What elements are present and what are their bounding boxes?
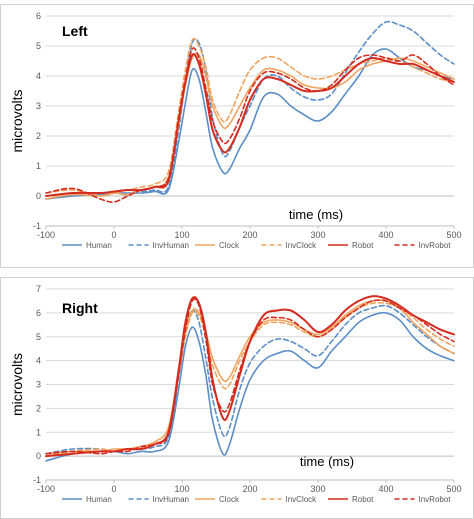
y-tick-label: 3: [36, 380, 41, 390]
y-tick-label: 7: [36, 284, 41, 294]
x-axis-label: time (ms): [289, 207, 343, 222]
y-tick-label: 2: [36, 403, 41, 413]
x-tick-label: 500: [446, 230, 461, 240]
y-tick-label: 4: [36, 71, 41, 81]
legend-label: Human: [86, 241, 112, 250]
x-tick-label: 300: [310, 230, 325, 240]
chart-panel-right: -1 0 1 2 3 4 5 6 7 -100 0 100 200 300 400 500 Right time …: [0, 277, 474, 519]
y-tick-label: -1: [33, 221, 41, 231]
x-tick-label: 200: [242, 484, 257, 494]
legend-label: InvRobot: [419, 241, 452, 250]
x-tick-label: 100: [174, 484, 189, 494]
y-tick-label: 0: [36, 451, 41, 461]
legend-label: Clock: [219, 495, 240, 504]
y-axis-label: microvolts: [9, 89, 25, 152]
y-tick-label: 6: [36, 11, 41, 21]
y-tick-label: 5: [36, 41, 41, 51]
x-tick-label: 300: [310, 484, 325, 494]
x-tick-label: 500: [446, 484, 461, 494]
legend-label: InvHuman: [153, 241, 189, 250]
series-line-invrobot: [45, 47, 455, 203]
chart-title: Left: [62, 23, 88, 39]
legend-label: InvHuman: [153, 495, 189, 504]
x-tick-label: 0: [111, 484, 116, 494]
legend: Human InvHuman Clock InvClock Robot InvRobot: [62, 241, 451, 250]
x-tick-label: 100: [174, 230, 189, 240]
series-line-invrobot: [45, 298, 455, 455]
x-axis-label: time (ms): [300, 454, 354, 469]
legend: Human InvHuman Clock InvClock Robot InvRobot: [62, 495, 451, 504]
y-tick-label: 1: [36, 161, 41, 171]
series-line-robot: [45, 295, 455, 458]
legend-label: InvClock: [286, 495, 318, 504]
x-tick-label: 0: [111, 230, 116, 240]
legend-label: Clock: [219, 241, 240, 250]
series-line-invclock: [45, 37, 455, 197]
legend-label: InvRobot: [419, 495, 452, 504]
chart-title: Right: [62, 300, 98, 316]
x-tick-label: -100: [37, 230, 55, 240]
legend-label: Human: [86, 495, 112, 504]
y-tick-label: 0: [36, 191, 41, 201]
x-tick-label: 400: [378, 484, 393, 494]
legend-label: Robot: [352, 241, 374, 250]
y-tick-label: 4: [36, 356, 41, 366]
series-line-human: [45, 48, 455, 200]
x-tick-label: 400: [378, 230, 393, 240]
series-line-human: [45, 311, 455, 462]
chart-panel-left: -1 0 1 2 3 4 5 6 -100 0 100 200 300 400 500 Left time (m…: [0, 4, 474, 268]
y-tick-label: 3: [36, 101, 41, 111]
legend-label: InvClock: [286, 241, 318, 250]
y-tick-label: -1: [33, 475, 41, 485]
x-tick-label: 200: [242, 230, 257, 240]
y-tick-label: 6: [36, 308, 41, 318]
y-axis-label: microvolts: [9, 353, 25, 416]
legend-label: Robot: [352, 495, 374, 504]
y-tick-label: 5: [36, 332, 41, 342]
y-tick-label: 2: [36, 131, 41, 141]
x-tick-label: -100: [37, 484, 55, 494]
y-tick-label: 1: [36, 427, 41, 437]
